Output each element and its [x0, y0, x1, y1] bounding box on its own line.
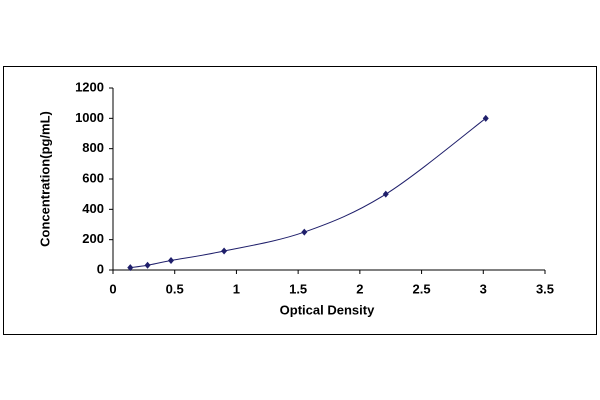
y-tick-label: 200: [82, 231, 104, 246]
data-point: [301, 228, 308, 236]
y-tick-label: 0: [97, 261, 104, 276]
data-point: [127, 264, 134, 272]
y-tick-label: 800: [82, 140, 104, 155]
y-tick-label: 1200: [75, 79, 104, 94]
x-tick-label: 0: [109, 281, 116, 296]
x-tick-label: 2.5: [413, 281, 431, 296]
chart-frame: [3, 66, 597, 335]
data-point: [382, 190, 389, 198]
x-tick-label: 3.5: [536, 281, 554, 296]
x-tick-label: 0.5: [166, 281, 184, 296]
data-point: [482, 114, 489, 122]
y-tick-label: 1000: [75, 110, 104, 125]
x-tick-label: 1: [233, 281, 240, 296]
data-point: [221, 247, 228, 255]
x-tick-label: 2: [356, 281, 363, 296]
y-tick-label: 600: [82, 170, 104, 185]
y-axis-label: Concentration(pg/mL): [37, 111, 52, 247]
data-point: [168, 257, 175, 265]
x-tick-label: 1.5: [289, 281, 307, 296]
x-tick-label: 3: [480, 281, 487, 296]
x-axis-label: Optical Density: [280, 302, 375, 317]
data-point: [144, 261, 151, 269]
y-tick-label: 400: [82, 201, 104, 216]
